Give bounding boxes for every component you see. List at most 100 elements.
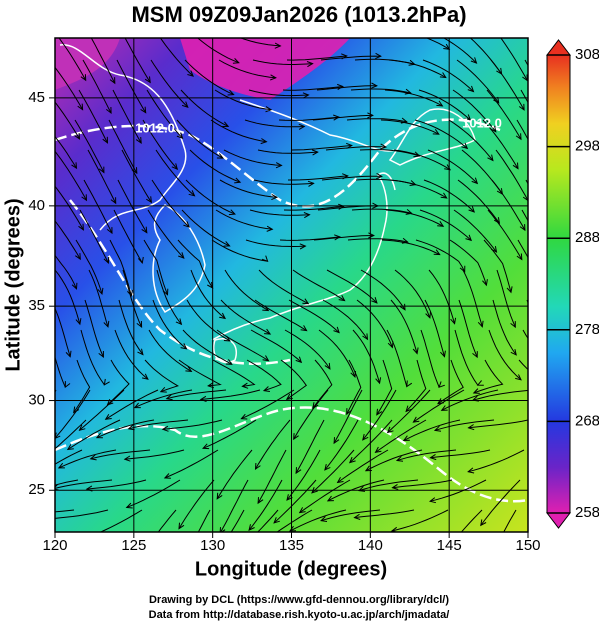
streamline (293, 389, 329, 440)
streamline (84, 299, 104, 358)
contour-label: 1012.0 (462, 115, 502, 130)
streamline-arrow (536, 289, 541, 295)
streamline (318, 329, 356, 378)
streamline-arrow (81, 194, 88, 202)
colorbar-tick-label: 308 (575, 46, 599, 63)
streamline (405, 359, 427, 412)
streamline (214, 89, 272, 111)
streamline-arrow (262, 538, 268, 543)
streamline-arrow (103, 256, 110, 264)
streamline-arrow (137, 256, 144, 265)
streamline (250, 329, 302, 363)
streamline-arrow (89, 454, 97, 461)
streamline (197, 509, 211, 532)
streamline (434, 419, 495, 431)
streamline (55, 479, 113, 489)
streamline-arrow (71, 162, 78, 170)
streamline-arrow (257, 497, 264, 505)
streamline-arrow (311, 487, 318, 494)
streamline (362, 389, 397, 441)
streamline-arrow (28, 437, 33, 443)
streamline-arrow (285, 393, 293, 400)
streamline-arrow (65, 350, 72, 358)
streamline-arrow (487, 154, 494, 162)
streamline-arrow (406, 380, 413, 388)
streamline (427, 149, 478, 184)
streamline-arrow (66, 444, 74, 451)
streamline (147, 209, 185, 259)
streamline (490, 59, 525, 111)
streamline (257, 449, 287, 504)
streamline-arrow (98, 351, 104, 359)
streamline-arrow (444, 164, 452, 171)
streamline-arrow (450, 317, 457, 325)
streamline-arrow (488, 557, 493, 563)
streamline (86, 479, 147, 490)
streamline (283, 205, 344, 211)
streamline (185, 179, 236, 215)
streamline (83, 179, 113, 234)
streamline (79, 209, 109, 264)
colorbar-tick-label: 268 (575, 412, 599, 429)
streamline-arrow (106, 399, 114, 406)
streamline (282, 86, 343, 91)
streamline (121, 149, 152, 203)
streamline-arrow (89, 533, 95, 538)
streamline (55, 509, 75, 513)
plot-field (28, 30, 541, 563)
y-tick-label: 35 (28, 297, 45, 314)
streamline (386, 329, 408, 387)
streamline-arrow (311, 30, 317, 35)
y-axis-label: Latitude (degrees) (2, 198, 24, 371)
streamline-arrow (404, 88, 412, 95)
streamline (249, 209, 310, 216)
streamline-arrow (232, 58, 240, 64)
streamline (128, 419, 189, 430)
streamline-arrow (376, 408, 383, 416)
streamline (387, 389, 431, 433)
streamline (414, 119, 468, 149)
streamline-arrow (438, 381, 445, 389)
streamline (380, 119, 440, 135)
streamline-arrow (471, 177, 479, 185)
streamline (245, 239, 306, 248)
streamline-arrow (472, 388, 480, 394)
streamline-arrow (161, 425, 169, 432)
streamline (457, 179, 500, 224)
streamline-arrow (412, 347, 419, 355)
footer-line: Data from http://database.rish.kyoto-u.a… (149, 609, 450, 621)
streamlines (28, 30, 541, 563)
streamline (114, 329, 149, 380)
streamline-arrow (367, 112, 374, 119)
streamline (55, 389, 91, 439)
streamline-arrow (476, 380, 484, 386)
streamline (90, 38, 116, 84)
streamline-arrow (74, 132, 81, 140)
streamline (177, 239, 214, 289)
streamline (413, 389, 465, 423)
streamline (186, 299, 231, 342)
title: MSM 09Z09Jan2026 (1013.2hPa) (131, 2, 466, 27)
streamline (210, 119, 267, 143)
streamline-arrow (183, 221, 190, 228)
streamline-arrow (78, 223, 84, 231)
streamline (360, 269, 406, 311)
streamline (273, 479, 317, 524)
streamline (143, 239, 168, 295)
streamline (248, 479, 283, 531)
streamline-arrow (477, 320, 484, 328)
streamline (428, 269, 456, 324)
x-tick-label: 145 (437, 537, 462, 554)
streamline (148, 329, 192, 372)
warm-patch (180, 38, 350, 100)
streamline-arrow (440, 192, 448, 199)
streamline-arrow (141, 373, 149, 380)
streamline-arrow (178, 522, 185, 530)
streamline (151, 179, 190, 228)
streamline (392, 479, 453, 489)
streamline-arrow (123, 455, 131, 462)
streamline-arrow (337, 83, 344, 91)
streamline-arrow (262, 355, 270, 362)
streamline (454, 329, 479, 386)
streamline (215, 209, 273, 230)
